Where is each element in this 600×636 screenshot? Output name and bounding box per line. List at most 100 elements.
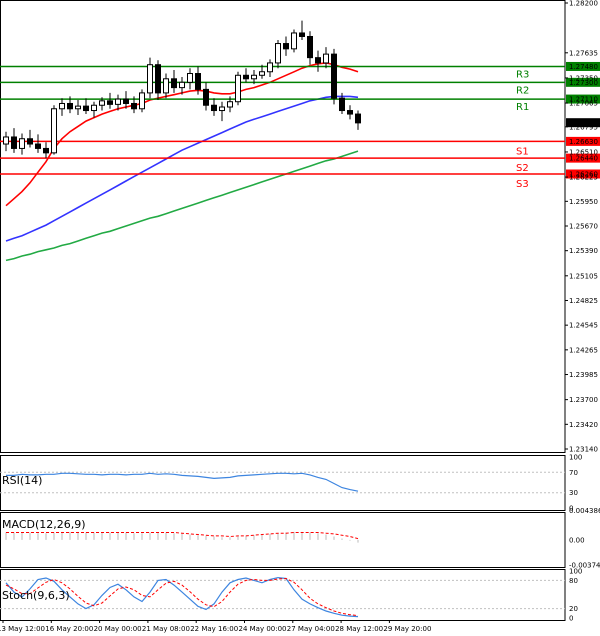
candle: [35, 134, 41, 153]
candle: [291, 29, 297, 53]
candle: [187, 68, 193, 90]
candle: [299, 20, 305, 41]
candle-body: [299, 32, 305, 37]
candle: [219, 101, 225, 122]
price-tick-label: 1.27065: [569, 100, 598, 108]
rsi-title: RSI(14): [2, 474, 42, 487]
candle: [115, 94, 121, 111]
rsi-panel[interactable]: 100 70 30 0 RSI(14): [0, 454, 582, 513]
candle: [139, 89, 145, 113]
candle-body: [243, 74, 249, 80]
candle: [235, 71, 241, 106]
stochastic-tick-label: 20: [569, 605, 578, 613]
price-panel[interactable]: R3 1.27480 R2 1.27300 R1 1.27110 S1 1.26630 S2 1.…: [0, 0, 600, 454]
macd-tick-label: -0.00374: [569, 562, 600, 570]
price-tick-label: 1.28200: [569, 0, 598, 8]
candle: [315, 50, 321, 72]
candle: [83, 98, 89, 115]
time-tick-label: 13 May 12:00: [0, 625, 45, 633]
candle-body: [147, 64, 153, 94]
stochastic-signal-line: [5, 577, 359, 617]
candle: [355, 110, 361, 130]
candle: [259, 64, 265, 79]
candle-body: [75, 105, 81, 110]
candle-body: [107, 100, 113, 105]
candle-body: [339, 97, 345, 112]
candle: [171, 69, 177, 93]
support-resistance-levels: R3 1.27480 R2 1.27300 R1 1.27110 S1 1.26630 S2 1.…: [0, 61, 600, 190]
macd-tick-label: 0.004386: [569, 507, 600, 515]
rsi-panel-frame: [0, 455, 566, 511]
level-price-label: 1.27110: [569, 96, 598, 104]
price-tick-label: 1.26795: [569, 123, 598, 131]
candle-body: [83, 105, 89, 112]
level-price-tag: [566, 169, 600, 179]
price-tick-label: 1.23985: [569, 371, 598, 379]
time-tick-label: 24 May 00:00: [239, 625, 287, 633]
time-tick-label: 28 May 12:00: [335, 625, 383, 633]
candle-body: [251, 74, 257, 80]
candle: [323, 47, 329, 69]
price-tick-label: 1.26225: [569, 174, 598, 182]
time-tick-label: 20 May 00:00: [94, 625, 142, 633]
candle: [203, 82, 209, 111]
time-tick-label: 27 May 04:00: [287, 625, 335, 633]
macd-panel[interactable]: 0.004386 0.00 -0.00374 MACD(12,26,9): [0, 507, 600, 570]
candle: [267, 59, 273, 78]
candle-body: [323, 53, 329, 64]
candle-body: [347, 110, 353, 115]
candle: [275, 40, 281, 69]
candle-body: [99, 100, 105, 106]
level-price-tag: [566, 77, 600, 87]
rsi-tick-label: 30: [569, 489, 578, 497]
candle: [331, 48, 337, 105]
candle-body: [179, 81, 185, 89]
level-label: S1: [516, 146, 529, 157]
level-price-label: 1.26630: [569, 138, 598, 146]
price-tick-label: 1.25105: [569, 272, 598, 280]
price-panel-frame: [0, 0, 566, 453]
moving-average-line: [5, 95, 359, 242]
candle-body: [43, 147, 49, 154]
candle: [91, 101, 97, 118]
candle: [99, 97, 105, 111]
candle: [339, 92, 345, 115]
price-tick-label: 1.23420: [569, 421, 598, 429]
candle-body: [27, 138, 33, 145]
candle-body: [91, 104, 97, 112]
candle-body: [291, 32, 297, 50]
candle-body: [187, 73, 193, 83]
candle-body: [139, 92, 145, 110]
candle-body: [163, 78, 169, 94]
price-tick-label: 1.25670: [569, 223, 598, 231]
candle-body: [227, 101, 233, 108]
candle-body: [155, 64, 161, 94]
candle-body: [171, 78, 177, 89]
candle-body: [195, 73, 201, 90]
stochastic-panel-frame: [0, 569, 566, 621]
candle: [227, 96, 233, 113]
candle-body: [3, 136, 9, 145]
level-price-tag: [566, 61, 600, 71]
level-label: S2: [516, 163, 529, 174]
level-label: R1: [516, 102, 529, 113]
rsi-tick-label: 100: [569, 454, 582, 462]
candle-body: [131, 102, 137, 110]
candle: [107, 92, 113, 109]
rsi-line: [6, 472, 359, 492]
candle: [43, 142, 49, 159]
level-label: R3: [516, 69, 529, 80]
price-axis: 1.28200 1.27635 1.27350 1.27065 1.26795 1.265…: [565, 0, 598, 454]
candle: [19, 133, 25, 155]
stochastic-tick-label: 80: [569, 577, 578, 585]
rsi-series: 100 70 30 0: [0, 454, 582, 513]
candle: [123, 91, 129, 109]
candle: [67, 96, 73, 114]
candle: [3, 131, 9, 152]
level-price-tag: [566, 136, 600, 146]
time-axis: 13 May 12:00 16 May 20:00 20 May 00:00 21 M…: [0, 620, 431, 633]
candle-body: [307, 35, 313, 59]
time-tick-label: 21 May 08:00: [142, 625, 190, 633]
